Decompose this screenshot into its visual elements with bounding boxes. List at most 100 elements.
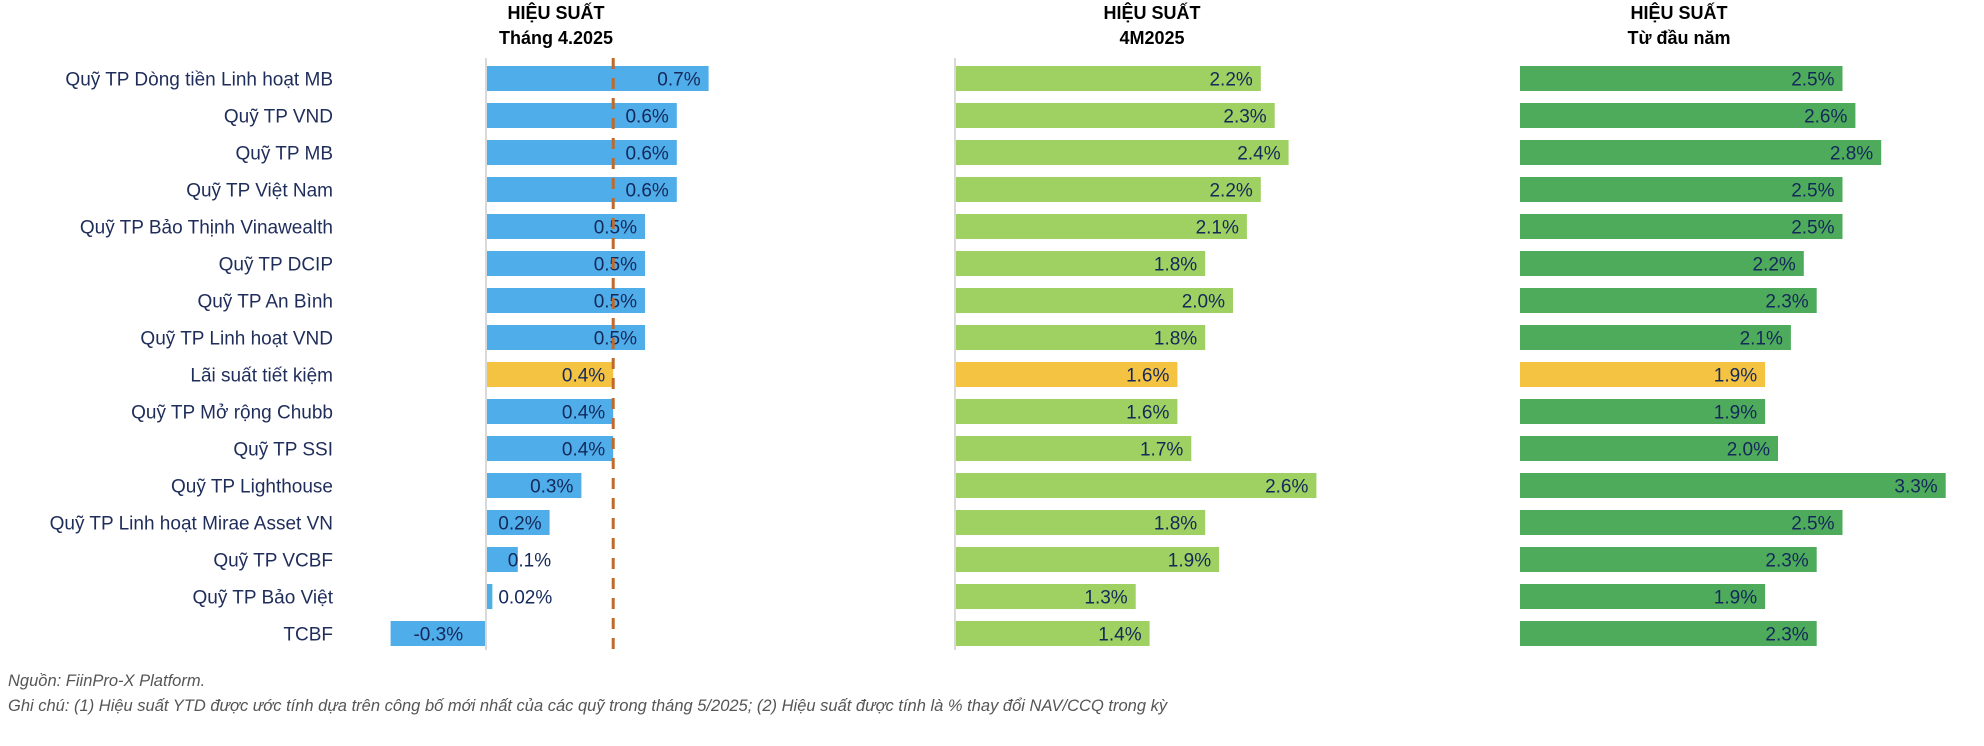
bar (1520, 140, 1882, 165)
bar (486, 399, 614, 424)
category-label: Quỹ TP Bảo Thịnh Vinawealth (80, 218, 333, 239)
bar (1520, 399, 1766, 424)
bar (1520, 473, 1946, 498)
data-label: 1.9% (1714, 403, 1757, 424)
data-label: 1.4% (1098, 625, 1141, 646)
category-label: Quỹ TP Dòng tiền Linh hoạt MB (65, 70, 333, 91)
data-label: 1.9% (1714, 366, 1757, 387)
data-label: 2.5% (1791, 514, 1834, 535)
data-label: 1.8% (1154, 255, 1197, 276)
bar (955, 473, 1317, 498)
bar (955, 140, 1289, 165)
data-label: 2.0% (1182, 292, 1225, 313)
category-label: Quỹ TP An Bình (197, 292, 333, 313)
bar (955, 325, 1206, 350)
bar (955, 584, 1136, 609)
data-label: 0.02% (498, 588, 552, 609)
bar (955, 436, 1192, 461)
data-label: 0.3% (530, 477, 573, 498)
panel-title: HIỆU SUẤT (1103, 2, 1200, 23)
data-label: 2.6% (1804, 107, 1847, 128)
category-label: Quỹ TP VND (224, 107, 333, 128)
bar (1520, 177, 1843, 202)
bar (486, 584, 493, 609)
panel-subtitle: 4M2025 (1119, 28, 1184, 48)
data-label: 2.5% (1791, 218, 1834, 239)
data-label: 1.6% (1126, 366, 1169, 387)
bar (1520, 362, 1766, 387)
data-label: 1.7% (1140, 440, 1183, 461)
data-label: 1.6% (1126, 403, 1169, 424)
bar (955, 177, 1261, 202)
category-label: Quỹ TP VCBF (213, 551, 333, 572)
bar (486, 547, 518, 572)
bar (955, 214, 1247, 239)
data-label: 0.6% (625, 144, 668, 165)
footnote: Ghi chú: (1) Hiệu suất YTD được ước tính… (8, 697, 1168, 715)
bar (1520, 621, 1817, 646)
bar (955, 621, 1150, 646)
bar (955, 251, 1206, 276)
panel-subtitle: Tháng 4.2025 (499, 28, 613, 48)
bar (390, 621, 486, 646)
data-label: 0.6% (625, 107, 668, 128)
data-label: 2.3% (1765, 551, 1808, 572)
source-note: Nguồn: FiinPro-X Platform. (8, 672, 206, 690)
data-label: 0.5% (594, 329, 637, 350)
bar (486, 510, 550, 535)
data-label: 0.2% (498, 514, 541, 535)
data-label: 1.9% (1168, 551, 1211, 572)
bar (1520, 436, 1778, 461)
bar (486, 288, 645, 313)
data-label: 0.1% (508, 551, 551, 572)
data-label: -0.3% (413, 625, 463, 646)
data-label: 2.5% (1791, 70, 1834, 91)
category-label: Quỹ TP Mở rộng Chubb (131, 403, 333, 424)
bar (486, 66, 709, 91)
bar (955, 510, 1206, 535)
bar (486, 362, 614, 387)
panel-subtitle: Từ đầu năm (1627, 28, 1730, 48)
bar (1520, 288, 1817, 313)
data-label: 2.2% (1209, 70, 1252, 91)
data-label: 2.4% (1237, 144, 1280, 165)
data-label: 0.5% (594, 255, 637, 276)
bar (486, 140, 677, 165)
data-label: 2.5% (1791, 181, 1834, 202)
bar (955, 288, 1233, 313)
bar (955, 103, 1275, 128)
data-label: 0.4% (562, 403, 605, 424)
data-label: 2.2% (1752, 255, 1795, 276)
data-label: 0.5% (594, 218, 637, 239)
data-label: 1.8% (1154, 514, 1197, 535)
data-label: 2.1% (1740, 329, 1783, 350)
data-label: 0.4% (562, 440, 605, 461)
data-label: 1.8% (1154, 329, 1197, 350)
bar (1520, 214, 1843, 239)
data-label: 2.8% (1830, 144, 1873, 165)
panel-title: HIỆU SUẤT (507, 2, 604, 23)
data-label: 2.3% (1765, 292, 1808, 313)
bar (1520, 325, 1791, 350)
bar (955, 399, 1178, 424)
data-label: 2.6% (1265, 477, 1308, 498)
bar (486, 103, 677, 128)
category-label: Quỹ TP MB (236, 144, 334, 165)
panel-title: HIỆU SUẤT (1630, 2, 1727, 23)
data-label: 2.3% (1765, 625, 1808, 646)
bar (1520, 510, 1843, 535)
category-label: Quỹ TP Linh hoạt Mirae Asset VN (50, 514, 333, 535)
data-label: 0.6% (625, 181, 668, 202)
data-label: 3.3% (1894, 477, 1937, 498)
data-label: 0.5% (594, 292, 637, 313)
bar (486, 177, 677, 202)
bar (955, 362, 1178, 387)
data-label: 0.4% (562, 366, 605, 387)
data-label: 2.2% (1209, 181, 1252, 202)
bar (486, 473, 582, 498)
bar (1520, 251, 1804, 276)
bar (486, 436, 614, 461)
data-label: 1.3% (1084, 588, 1127, 609)
category-label: TCBF (283, 625, 333, 646)
